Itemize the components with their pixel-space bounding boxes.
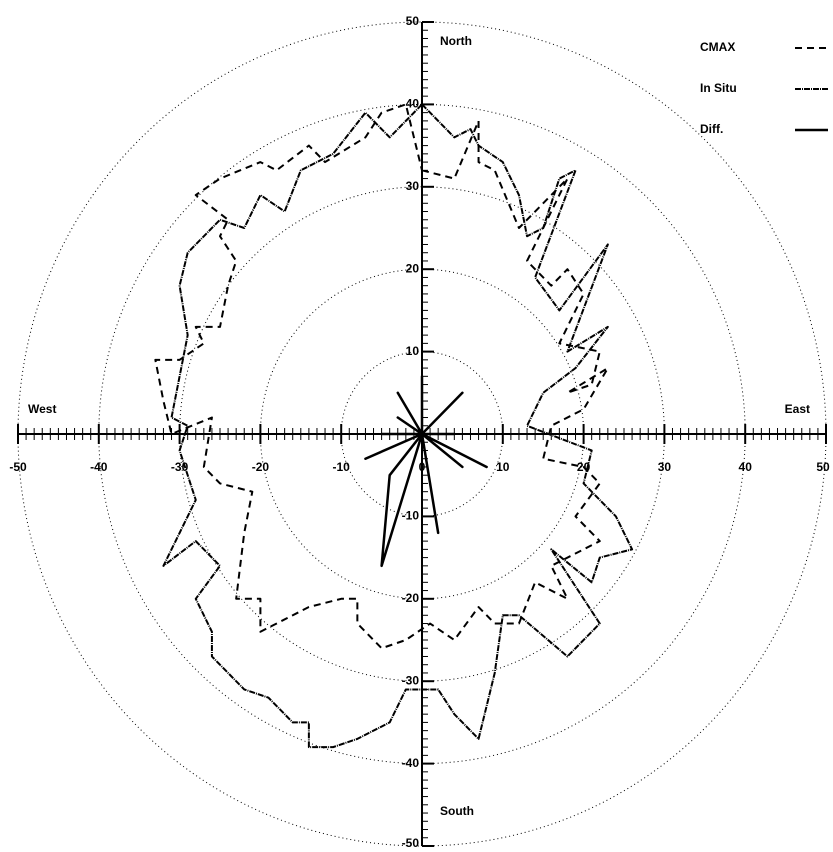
x-tick-label: 30 bbox=[658, 460, 672, 474]
x-tick-label: 10 bbox=[496, 460, 510, 474]
y-tick-label: 40 bbox=[406, 97, 420, 111]
y-tick-label: -10 bbox=[402, 509, 420, 523]
y-tick-label: -50 bbox=[402, 836, 420, 850]
x-tick-label: -40 bbox=[90, 460, 108, 474]
x-tick-label: 50 bbox=[816, 460, 830, 474]
y-tick-label: -20 bbox=[402, 591, 420, 605]
east-label: East bbox=[785, 402, 810, 416]
series-line bbox=[154, 103, 609, 650]
y-tick-label: 30 bbox=[406, 179, 420, 193]
legend-label: CMAX bbox=[700, 40, 735, 54]
y-tick-label: -30 bbox=[402, 673, 420, 687]
y-tick-label: -40 bbox=[402, 756, 420, 770]
legend-label: In Situ bbox=[700, 81, 737, 95]
west-label: West bbox=[28, 402, 56, 416]
x-tick-label: -10 bbox=[333, 460, 351, 474]
x-tick-label: 40 bbox=[739, 460, 753, 474]
series-line bbox=[364, 375, 488, 568]
x-tick-label: -50 bbox=[9, 460, 27, 474]
series-line bbox=[162, 103, 634, 749]
y-tick-label: 10 bbox=[406, 344, 420, 358]
y-tick-label: 50 bbox=[406, 14, 420, 28]
x-tick-label: 0 bbox=[419, 460, 426, 474]
y-tick-label: 20 bbox=[406, 261, 420, 275]
x-tick-label: -20 bbox=[252, 460, 270, 474]
north-label: North bbox=[440, 34, 472, 48]
south-label: South bbox=[440, 804, 474, 818]
legend-label: Diff. bbox=[700, 122, 723, 136]
